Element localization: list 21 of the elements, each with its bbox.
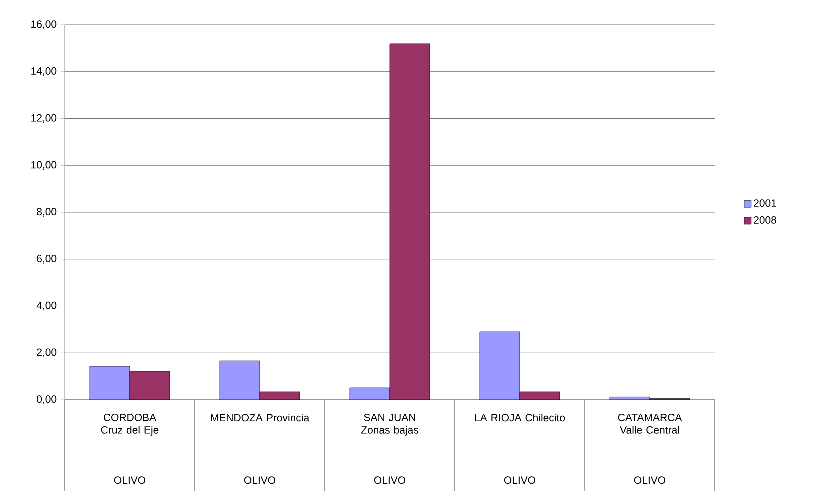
x-tick-label: CORDOBA Cruz del Eje (101, 414, 159, 436)
x-tick-label: LA RIOJA Chilecito (475, 414, 566, 422)
legend-label: 2001 (754, 200, 776, 208)
text: OLIVO (634, 476, 666, 484)
x-tick-label: SAN JUAN Zonas bajas (361, 414, 419, 436)
y-tick-label: 14,00 (32, 68, 57, 76)
y-tick-label: 16,00 (32, 20, 57, 30)
y-tick-label: 2,00 (37, 348, 57, 358)
text: OLIVO (504, 476, 536, 484)
text: OLIVO (374, 476, 406, 484)
y-tick-label: 4,00 (36, 302, 57, 311)
y-tick-label: 10,00 (32, 161, 57, 170)
y-tick-label: 6,00 (37, 255, 57, 264)
y-tick-label: 12,00 (32, 114, 57, 124)
x-tick-label: CATAMARCA Valle Central (618, 414, 682, 434)
y-tick-label: 8,00 (37, 208, 57, 217)
y-tick-label: 0,00 (37, 396, 57, 404)
text: OLIVO (114, 476, 146, 484)
x-tick-label: MENDOZA Provincia (211, 414, 310, 422)
legend-label: 2008 (754, 216, 776, 224)
text: OLIVO (244, 476, 276, 484)
